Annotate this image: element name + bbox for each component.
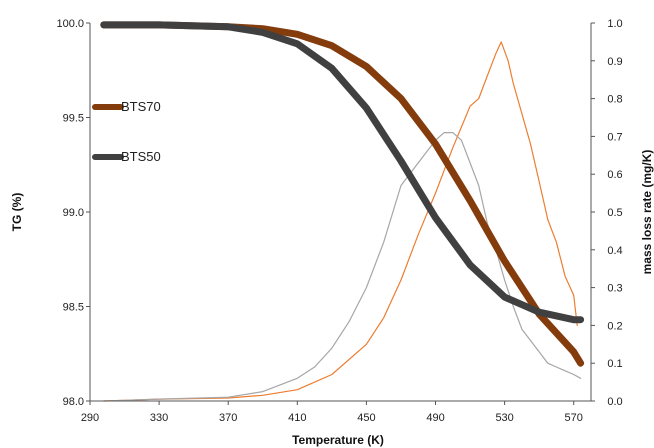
y-axis-left-title: TG (%) — [10, 193, 24, 232]
x-axis-title: Temperature (K) — [292, 433, 384, 447]
y-right-tick-label: 0.4 — [607, 245, 622, 257]
y-right-tick-label: 0.6 — [607, 169, 622, 181]
x-tick-label: 530 — [495, 412, 513, 424]
y-left-tick-label: 99.0 — [63, 207, 84, 219]
x-tick-label: 290 — [81, 412, 99, 424]
y-right-tick-label: 0.7 — [607, 131, 622, 143]
legend-label-bts50: BTS50 — [121, 149, 161, 164]
y-right-tick-label: 0.2 — [607, 320, 622, 332]
y-right-tick-label: 0.0 — [607, 396, 622, 408]
x-tick-label: 570 — [565, 412, 583, 424]
y-right-tick-label: 0.3 — [607, 283, 622, 295]
y-right-tick-label: 0.1 — [607, 358, 622, 370]
x-tick-label: 370 — [219, 412, 237, 424]
x-tick-label: 410 — [288, 412, 306, 424]
series-line-bts50 — [100, 21, 585, 324]
x-tick-label: 490 — [426, 412, 444, 424]
y-right-tick-label: 0.8 — [607, 94, 622, 106]
y-left-tick-label: 100.0 — [56, 18, 84, 30]
x-tick-label: 330 — [150, 412, 168, 424]
x-tick-label: 450 — [357, 412, 375, 424]
y-left-tick-label: 98.5 — [63, 302, 84, 314]
y-right-tick-label: 0.5 — [607, 207, 622, 219]
y-left-tick-label: 99.5 — [63, 113, 84, 125]
y-axis-right-title: mass loss rate (mg/K) — [640, 150, 654, 275]
series-line-rate-3 — [103, 132, 582, 402]
y-right-tick-label: 0.9 — [607, 56, 622, 68]
series-line-rate-2 — [103, 41, 578, 402]
y-left-tick-label: 98.0 — [63, 396, 84, 408]
legend-label-bts70: BTS70 — [121, 99, 161, 114]
y-right-tick-label: 1.0 — [607, 18, 622, 30]
